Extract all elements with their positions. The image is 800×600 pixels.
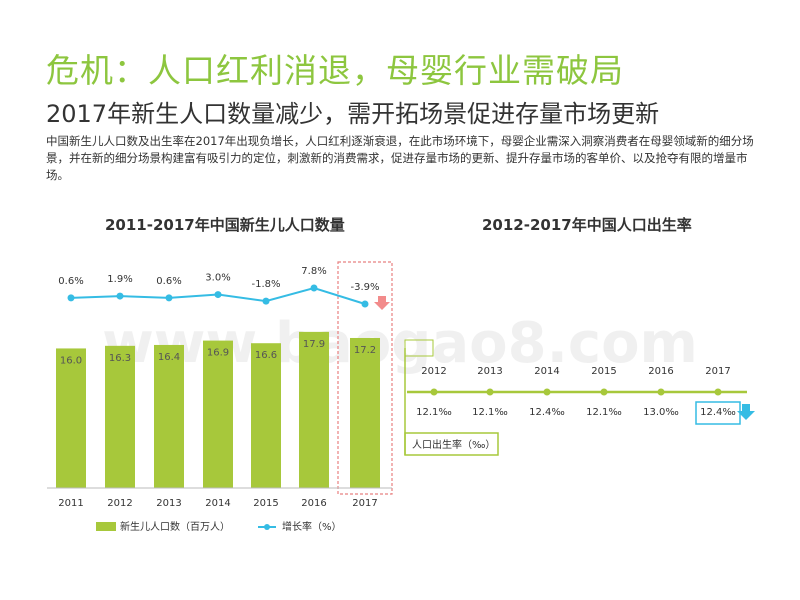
chart1-x-tick-2011: 2011 — [58, 498, 83, 509]
chart2-point-2014 — [543, 388, 551, 396]
chart2-x-tick-2015: 2015 — [591, 366, 616, 377]
chart1-x-tick-2014: 2014 — [205, 498, 230, 509]
chart1-bar-2012 — [105, 345, 135, 488]
chart2-x-tick-2014: 2014 — [534, 366, 559, 377]
chart2-label-2014: 12.4‰ — [529, 407, 565, 418]
chart1-bar-label-2013: 16.4 — [158, 352, 180, 363]
chart1-x-tick-2015: 2015 — [253, 498, 278, 509]
chart1-legend-line-marker — [264, 524, 270, 530]
chart2-down-arrow-icon — [737, 404, 755, 420]
chart2-point-2013 — [486, 388, 494, 396]
chart1-x-tick-2017: 2017 — [352, 498, 377, 509]
chart1-x-tick-2013: 2013 — [156, 498, 181, 509]
chart1-growth-point-2014 — [214, 291, 222, 299]
chart1-growth-point-2012 — [116, 292, 124, 300]
chart2-x-tick-2016: 2016 — [648, 366, 673, 377]
chart1-growth-label-2013: 0.6% — [156, 276, 181, 287]
chart1-title: 2011-2017年中国新生儿人口数量 — [105, 216, 345, 234]
chart1-bar-label-2016: 17.9 — [303, 339, 325, 350]
chart2-legend-label: 人口出生率（‰） — [412, 438, 495, 451]
chart2-x-tick-2017: 2017 — [705, 366, 730, 377]
chart2-point-2015 — [600, 388, 608, 396]
chart2-label-2012: 12.1‰ — [416, 407, 452, 418]
chart1-bar-2016 — [299, 331, 329, 488]
page-subtitle: 2017年新生人口数量减少，需开拓场景促进存量市场更新 — [46, 100, 660, 128]
page-title: 危机：人口红利消退，母婴行业需破局 — [46, 51, 624, 90]
chart1-bar-label-2017: 17.2 — [354, 345, 376, 356]
chart2-title: 2012-2017年中国人口出生率 — [482, 216, 692, 234]
chart2-point-2012 — [430, 388, 438, 396]
chart2-label-2016: 13.0‰ — [643, 407, 679, 418]
chart1-growth-label-2014: 3.0% — [205, 273, 230, 284]
chart2-label-2017: 12.4‰ — [700, 407, 736, 418]
chart2-point-2017 — [714, 388, 722, 396]
chart1-bar-2013 — [154, 344, 184, 488]
chart1-growth-label-2011: 0.6% — [58, 276, 83, 287]
chart1-x-tick-2012: 2012 — [107, 498, 132, 509]
chart1-bar-label-2015: 16.6 — [255, 350, 277, 361]
chart2-point-2016 — [657, 388, 665, 396]
chart2-label-2013: 12.1‰ — [472, 407, 508, 418]
chart1-highlight-box — [337, 261, 393, 495]
chart1-x-tick-2016: 2016 — [301, 498, 326, 509]
chart1-growth-label-2012: 1.9% — [107, 274, 132, 285]
chart1-growth-point-2015 — [262, 297, 270, 305]
chart1-bar-2017 — [350, 337, 380, 488]
watermark-text: www.baogao8.com — [102, 311, 698, 376]
chart1-growth-point-2016 — [310, 284, 318, 292]
chart1-bar-label-2014: 16.9 — [207, 348, 229, 359]
chart1-bar-label-2011: 16.0 — [60, 355, 82, 366]
chart1-legend-bar-label: 新生儿人口数（百万人） — [120, 520, 230, 533]
chart1-growth-point-2017 — [361, 300, 369, 308]
chart1-legend-line-label: 增长率（%） — [282, 520, 342, 533]
chart2-legend-top-frame — [404, 339, 434, 357]
chart1-growth-point-2013 — [165, 294, 173, 302]
chart1-growth-point-2011 — [67, 294, 75, 302]
chart1-bar-2014 — [203, 340, 233, 488]
chart1-legend-bar-swatch — [96, 522, 116, 531]
description-text: 中国新生儿人口数及出生率在2017年出现负增长，人口红利逐渐衰退，在此市场环境下… — [46, 134, 754, 182]
chart1-bar-2011 — [56, 348, 86, 488]
chart2-x-tick-2013: 2013 — [477, 366, 502, 377]
chart1-down-arrow-icon — [374, 296, 390, 310]
chart2-x-tick-2012: 2012 — [421, 366, 446, 377]
chart1-bar-2015 — [251, 343, 281, 488]
chart1-growth-label-2016: 7.8% — [301, 266, 326, 277]
chart1-growth-label-2015: -1.8% — [251, 279, 280, 290]
chart1-growth-label-2017: -3.9% — [350, 282, 379, 293]
chart2-legend-box — [404, 432, 499, 456]
chart1-bar-label-2012: 16.3 — [109, 353, 131, 364]
chart2-label-2015: 12.1‰ — [586, 407, 622, 418]
